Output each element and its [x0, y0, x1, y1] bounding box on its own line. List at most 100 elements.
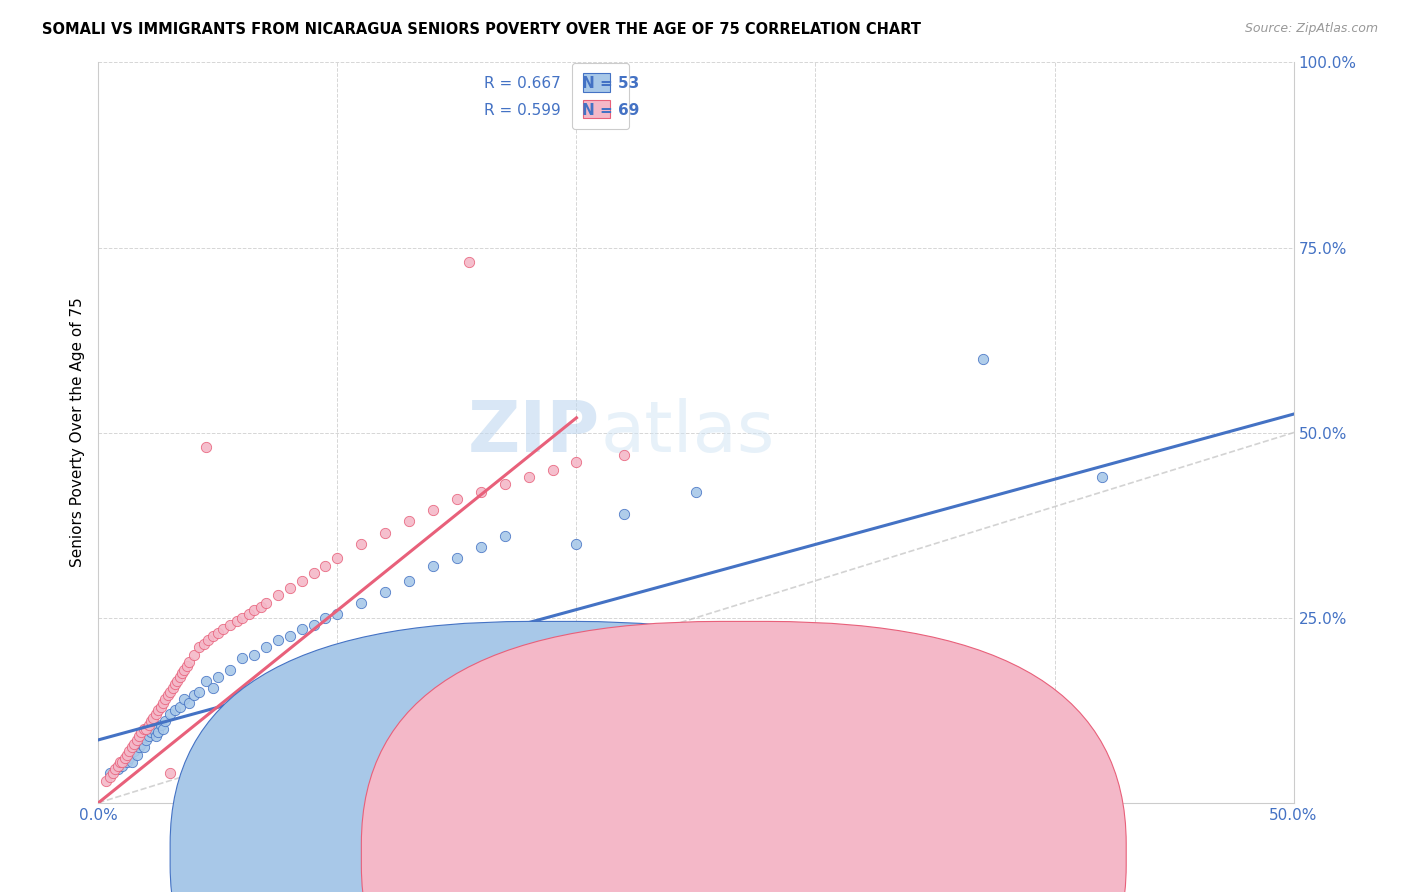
Point	[291, 622, 314, 636]
Point	[139, 725, 162, 739]
Point	[187, 685, 209, 699]
Point	[565, 536, 588, 550]
Text: SOMALI VS IMMIGRANTS FROM NICARAGUA SENIORS POVERTY OVER THE AGE OF 75 CORRELATI: SOMALI VS IMMIGRANTS FROM NICARAGUA SENI…	[42, 22, 921, 37]
Text: R = 0.667: R = 0.667	[485, 76, 561, 91]
Point	[149, 699, 172, 714]
Point	[163, 677, 186, 691]
Point	[115, 747, 138, 762]
Point	[118, 751, 141, 765]
Point	[302, 618, 325, 632]
Point	[207, 670, 229, 684]
Point	[350, 596, 373, 610]
Point	[326, 551, 349, 566]
FancyBboxPatch shape	[170, 622, 935, 892]
Point	[541, 462, 564, 476]
Point	[107, 763, 129, 777]
Point	[169, 670, 191, 684]
Point	[124, 744, 146, 758]
Point	[138, 718, 160, 732]
Point	[195, 673, 218, 688]
Point	[458, 255, 481, 269]
Point	[267, 589, 290, 603]
Point	[163, 703, 186, 717]
Point	[128, 729, 150, 743]
Point	[398, 574, 420, 588]
Point	[565, 455, 588, 469]
Point	[148, 725, 170, 739]
Point	[202, 629, 225, 643]
Point	[211, 622, 233, 636]
Point	[470, 484, 492, 499]
Point	[114, 751, 136, 765]
Point	[148, 703, 170, 717]
Point	[172, 666, 194, 681]
Y-axis label: Seniors Poverty Over the Age of 75: Seniors Poverty Over the Age of 75	[69, 298, 84, 567]
Text: ZIP: ZIP	[468, 398, 600, 467]
Point	[243, 603, 266, 617]
Point	[173, 663, 195, 677]
Point	[613, 507, 636, 521]
Text: R = 0.599: R = 0.599	[485, 103, 561, 118]
Point	[219, 663, 242, 677]
Point	[613, 448, 636, 462]
Point	[446, 551, 468, 566]
Point	[159, 706, 181, 721]
Point	[121, 755, 143, 769]
Point	[176, 658, 198, 673]
Text: N = 69: N = 69	[582, 103, 640, 118]
Text: Somalis: Somalis	[600, 847, 661, 863]
Point	[291, 574, 314, 588]
Point	[131, 725, 153, 739]
Point	[131, 737, 153, 751]
Point	[179, 655, 201, 669]
Point	[422, 503, 444, 517]
Point	[193, 637, 215, 651]
Point	[446, 492, 468, 507]
Point	[315, 558, 337, 573]
Point	[226, 615, 249, 629]
Point	[162, 681, 184, 695]
Point	[326, 607, 349, 621]
Point	[118, 744, 141, 758]
Point	[142, 711, 165, 725]
Point	[152, 696, 174, 710]
Point	[121, 740, 143, 755]
Point	[195, 441, 218, 455]
FancyBboxPatch shape	[361, 622, 1126, 892]
Point	[470, 541, 492, 555]
Point	[179, 696, 201, 710]
Point	[374, 584, 396, 599]
Point	[166, 673, 188, 688]
Point	[107, 758, 129, 772]
Point	[152, 722, 174, 736]
Point	[231, 651, 253, 665]
Point	[145, 706, 167, 721]
Point	[138, 729, 160, 743]
Point	[254, 640, 277, 655]
Point	[111, 758, 134, 772]
Point	[128, 740, 150, 755]
Point	[207, 625, 229, 640]
Point	[124, 737, 146, 751]
Point	[98, 766, 122, 780]
Point	[159, 766, 181, 780]
Text: atlas: atlas	[600, 398, 775, 467]
Point	[169, 699, 191, 714]
Point	[111, 755, 134, 769]
Point	[207, 758, 229, 772]
Point	[250, 599, 273, 614]
Text: Immigrants from Nicaragua: Immigrants from Nicaragua	[792, 847, 1002, 863]
Point	[398, 515, 420, 529]
Point	[267, 632, 290, 647]
Point	[159, 685, 181, 699]
Point	[202, 681, 225, 695]
Point	[132, 740, 155, 755]
Point	[108, 755, 131, 769]
Point	[494, 477, 516, 491]
Point	[104, 763, 127, 777]
Point	[374, 525, 396, 540]
Point	[125, 747, 148, 762]
Legend: , : ,	[572, 62, 628, 129]
Point	[145, 729, 167, 743]
Point	[243, 648, 266, 662]
